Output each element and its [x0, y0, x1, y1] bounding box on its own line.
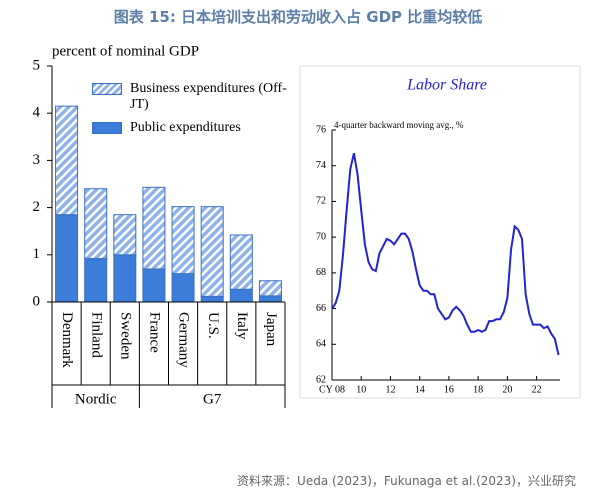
- x-tick-label: Italy: [234, 312, 250, 340]
- bar-segment: [171, 273, 195, 303]
- y-tick-label: 68: [316, 267, 326, 278]
- bar-segment: [84, 188, 108, 260]
- bar-segment: [142, 268, 166, 303]
- x-tick-label: Japan: [263, 312, 279, 347]
- line: [331, 152, 560, 356]
- x-tick-label: 14: [415, 384, 425, 395]
- x-tick-label: 16: [444, 384, 454, 395]
- x-tick-label: France: [147, 312, 163, 353]
- x-tick-label: Finland: [88, 312, 104, 358]
- bar-segment: [229, 234, 253, 290]
- bar-segment: [113, 214, 137, 256]
- x-tick-label: U.S.: [205, 312, 221, 339]
- y-tick-label: 62: [316, 374, 326, 385]
- y-tick-label: 64: [316, 339, 326, 350]
- bar-segment: [55, 105, 79, 216]
- y-tick-label: 5: [33, 57, 41, 73]
- y-tick-label: 70: [316, 231, 326, 242]
- line-subtitle: 4-quarter backward moving avg., %: [334, 120, 464, 130]
- group-label: Nordic: [75, 391, 117, 407]
- bar-segment: [200, 206, 224, 297]
- bar-segment: [142, 186, 166, 270]
- y-tick-label: 2: [33, 199, 41, 215]
- y-tick-label: 4: [33, 105, 41, 121]
- x-tick-label: Sweden: [117, 312, 133, 360]
- legend-label: Public expenditures: [130, 120, 241, 135]
- group-label: G7: [203, 391, 222, 407]
- source: 资料来源：Ueda (2023)，Fukunaga et al.(2023)，兴…: [237, 474, 576, 488]
- bar-segment: [55, 214, 79, 303]
- bar-segment: [258, 280, 282, 297]
- legend-swatch: [92, 122, 122, 134]
- bar-segment: [171, 206, 195, 275]
- line-title: Labor Share: [406, 77, 487, 94]
- bar-segment: [200, 295, 224, 303]
- y-tick-label: 76: [316, 124, 326, 135]
- legend-label: Business expenditures (Off-JT): [130, 81, 287, 112]
- page-title: 图表 15: 日本培训支出和劳动收入占 GDP 比重均较低: [113, 8, 483, 26]
- x-tick-label: Germany: [176, 312, 192, 368]
- y-tick-label: 0: [33, 293, 41, 309]
- line-frame: [299, 65, 581, 399]
- y-tick-label: 1: [33, 246, 41, 262]
- legend-swatch: [92, 83, 122, 95]
- x-tick-label: Denmark: [59, 312, 75, 368]
- bar-segment: [84, 258, 108, 303]
- y-tick-label: 3: [33, 152, 41, 168]
- x-tick-label: 18: [473, 384, 483, 395]
- x-tick-label: 12: [385, 384, 395, 395]
- x-tick-label: 22: [532, 384, 542, 395]
- y-tick-label: 74: [316, 160, 326, 171]
- x-tick-label: CY 08: [319, 384, 345, 395]
- bar-segment: [113, 254, 137, 303]
- y-label: percent of nominal GDP: [52, 43, 199, 59]
- bar-segment: [229, 288, 253, 303]
- bar-segment: [258, 295, 282, 303]
- x-tick-label: 20: [502, 384, 512, 395]
- y-tick-label: 72: [316, 196, 326, 207]
- y-tick-label: 66: [316, 303, 326, 314]
- x-tick-label: 10: [356, 384, 366, 395]
